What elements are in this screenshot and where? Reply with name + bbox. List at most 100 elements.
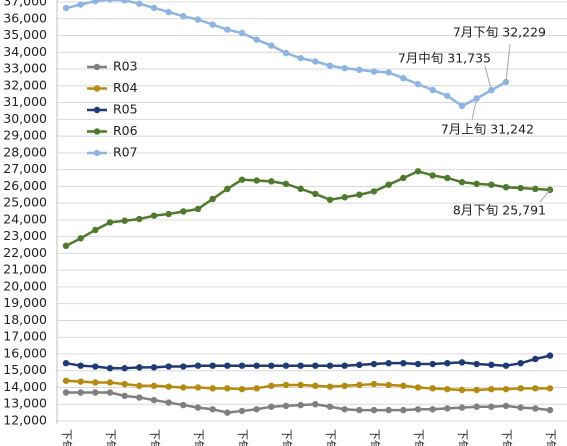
y-tick-label: 30,000 bbox=[3, 111, 47, 126]
y-tick-label: 31,000 bbox=[3, 94, 47, 109]
annotation: 7月上旬 31,242 bbox=[441, 122, 534, 137]
legend-label: R05 bbox=[113, 102, 138, 117]
x-tick-label: 下旬 bbox=[544, 429, 557, 446]
leader-line bbox=[484, 65, 492, 91]
point bbox=[238, 362, 246, 369]
point bbox=[297, 54, 304, 62]
point bbox=[370, 360, 378, 368]
point bbox=[136, 0, 143, 7]
point bbox=[326, 403, 334, 410]
y-tick-label: 27,000 bbox=[3, 161, 47, 176]
point bbox=[400, 75, 407, 82]
point bbox=[458, 102, 466, 110]
y-tick-label: 25,000 bbox=[3, 195, 47, 210]
point bbox=[224, 362, 231, 369]
point bbox=[92, 363, 99, 370]
point bbox=[385, 69, 392, 76]
series-line bbox=[65, 379, 550, 392]
point bbox=[224, 26, 231, 33]
point bbox=[194, 404, 202, 411]
y-tick-label: 12,000 bbox=[3, 413, 47, 428]
point bbox=[400, 406, 407, 414]
point bbox=[253, 362, 260, 369]
point bbox=[297, 401, 304, 409]
point bbox=[341, 194, 348, 201]
point bbox=[268, 403, 275, 410]
point bbox=[136, 215, 143, 223]
point bbox=[502, 362, 510, 369]
series-line bbox=[65, 169, 551, 247]
point bbox=[121, 0, 128, 4]
point bbox=[326, 362, 334, 369]
point bbox=[458, 404, 466, 411]
point bbox=[414, 80, 422, 88]
point bbox=[77, 362, 84, 369]
point bbox=[356, 381, 363, 389]
point bbox=[77, 1, 84, 8]
point bbox=[121, 392, 128, 400]
leader-line bbox=[539, 189, 551, 203]
point bbox=[517, 404, 524, 411]
point bbox=[77, 389, 84, 396]
point bbox=[532, 405, 539, 412]
point bbox=[209, 195, 216, 203]
point bbox=[532, 385, 539, 392]
point bbox=[92, 389, 99, 396]
point bbox=[92, 379, 99, 386]
y-tick-label: 34,000 bbox=[3, 44, 47, 59]
x-tick-label: 下旬 bbox=[60, 429, 73, 446]
point bbox=[473, 180, 480, 188]
point bbox=[488, 361, 495, 369]
x-tick-label: 下旬 bbox=[324, 429, 337, 446]
point bbox=[356, 66, 363, 74]
point bbox=[150, 212, 158, 219]
point bbox=[238, 29, 246, 37]
point bbox=[473, 360, 480, 368]
point bbox=[400, 359, 407, 367]
point bbox=[150, 364, 158, 371]
y-tick-label: 22,000 bbox=[3, 245, 47, 260]
point bbox=[62, 359, 70, 367]
point bbox=[488, 181, 495, 188]
legend-marker bbox=[93, 63, 101, 71]
point bbox=[444, 385, 451, 393]
point bbox=[282, 180, 290, 188]
point bbox=[429, 385, 436, 392]
point bbox=[385, 381, 392, 389]
point bbox=[429, 172, 436, 179]
y-tick-label: 37,000 bbox=[3, 0, 47, 9]
point bbox=[312, 362, 319, 369]
point bbox=[121, 380, 128, 388]
point bbox=[429, 360, 436, 368]
y-tick-label: 26,000 bbox=[3, 178, 47, 193]
point bbox=[517, 184, 524, 192]
point bbox=[312, 190, 319, 198]
point bbox=[194, 384, 202, 391]
point bbox=[502, 385, 510, 393]
point bbox=[165, 363, 172, 370]
point bbox=[546, 406, 554, 414]
point bbox=[180, 208, 187, 215]
point bbox=[209, 362, 216, 369]
y-tick-label: 14,000 bbox=[3, 379, 47, 394]
point bbox=[77, 235, 84, 242]
x-tick-label: 下旬 bbox=[456, 429, 469, 446]
point bbox=[312, 382, 319, 390]
legend-marker bbox=[93, 149, 101, 157]
point bbox=[92, 0, 99, 5]
y-tick-label: 13,000 bbox=[3, 396, 47, 411]
point bbox=[429, 86, 436, 94]
point bbox=[473, 403, 480, 410]
point bbox=[253, 36, 260, 43]
point bbox=[224, 385, 231, 392]
point bbox=[414, 360, 422, 368]
point bbox=[62, 4, 70, 12]
point bbox=[165, 399, 172, 406]
point bbox=[150, 4, 158, 12]
y-tick-label: 28,000 bbox=[3, 144, 47, 159]
y-tick-label: 20,000 bbox=[3, 278, 47, 293]
point bbox=[297, 381, 304, 389]
point bbox=[150, 382, 158, 390]
